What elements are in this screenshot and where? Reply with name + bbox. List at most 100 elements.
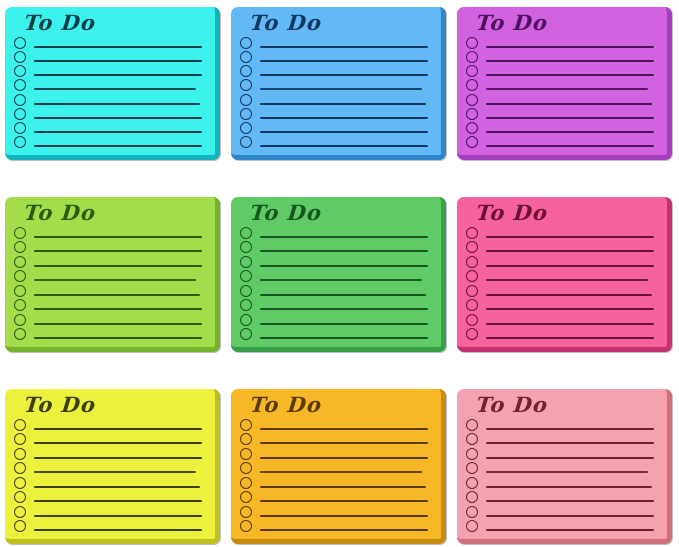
ruled-line [260,322,428,325]
todo-note-orchid: To Do [457,7,672,160]
todo-line-row [466,419,657,431]
ruled-line [260,264,428,267]
todo-line-row [14,79,205,92]
todo-line-row [14,327,205,340]
ruled-line [34,485,200,488]
todo-line-row [14,121,205,134]
checkbox-circle-icon [466,227,478,239]
todo-note-blush-pink: To Do [457,389,672,544]
checkbox-circle-icon [14,491,26,504]
ruled-line [34,60,202,63]
ruled-line [486,130,654,133]
checkbox-circle-icon [466,462,478,475]
ruled-line [34,102,200,105]
todo-note-lime-green: To Do [5,197,220,352]
ruled-line [34,428,202,430]
todo-line-row [14,227,205,239]
checkbox-circle-icon [240,491,252,504]
todo-line-row [466,270,657,283]
todo-line-row [240,37,431,49]
todo-line-row [240,433,431,446]
todo-line-row [240,107,431,120]
ruled-line [34,528,202,531]
checkbox-circle-icon [14,462,26,475]
checkbox-circle-icon [240,51,252,64]
checkbox-circle-icon [240,135,252,148]
checkbox-circle-icon [240,284,252,297]
checkbox-circle-icon [466,270,478,283]
ruled-line [260,528,428,531]
todo-line-row [240,79,431,92]
checkbox-circle-icon [466,433,478,446]
ruled-line [260,250,428,253]
checkbox-circle-icon [240,447,252,460]
checkbox-circle-icon [466,241,478,254]
todo-line-row [14,447,205,460]
todo-line-row [240,270,431,283]
note-title: To Do [23,10,98,35]
ruled-line [260,88,422,91]
checkbox-circle-icon [466,284,478,297]
todo-line-row [14,519,205,532]
ruled-line [260,46,428,48]
ruled-line [260,293,426,296]
checkbox-circle-icon [466,79,478,92]
ruled-line [34,144,202,147]
ruled-line [486,60,654,63]
checkbox-circle-icon [14,107,26,120]
ruled-line [260,456,428,459]
todo-line-row [466,284,657,297]
checkbox-circle-icon [466,135,478,148]
ruled-line [34,471,196,474]
todo-line-row [466,255,657,268]
ruled-line [486,236,654,238]
checkbox-circle-icon [240,79,252,92]
note-title: To Do [475,200,550,225]
todo-line-row [240,505,431,518]
todo-line-row [466,505,657,518]
ruled-line [260,130,428,133]
todo-line-row [240,227,431,239]
checkbox-circle-icon [240,476,252,489]
todo-line-row [14,462,205,475]
checkbox-circle-icon [14,270,26,283]
todo-line-row [466,491,657,504]
checkbox-circle-icon [240,270,252,283]
todo-line-row [240,299,431,312]
ruled-line [486,322,654,325]
note-title: To Do [23,392,98,417]
todo-line-row [466,447,657,460]
todo-line-row [240,51,431,64]
ruled-line [34,336,202,339]
ruled-line [486,456,654,459]
checkbox-circle-icon [240,462,252,475]
checkbox-circle-icon [14,51,26,64]
todo-line-row [466,327,657,340]
checkbox-circle-icon [466,107,478,120]
ruled-line [260,279,422,282]
ruled-line [260,236,428,238]
checkbox-circle-icon [14,327,26,340]
todo-line-row [240,135,431,148]
note-title: To Do [23,200,98,225]
todo-line-row [14,476,205,489]
checkbox-circle-icon [466,505,478,518]
checkbox-circle-icon [240,93,252,106]
todo-line-row [14,270,205,283]
checkbox-circle-icon [14,37,26,49]
checkbox-circle-icon [14,299,26,312]
todo-line-row [240,313,431,326]
todo-line-row [240,241,431,254]
note-lines [14,419,205,534]
ruled-line [260,514,428,517]
todo-note-amber: To Do [231,389,446,544]
checkbox-circle-icon [14,284,26,297]
todo-line-row [14,491,205,504]
note-title: To Do [475,392,550,417]
checkbox-circle-icon [466,491,478,504]
ruled-line [260,74,428,77]
ruled-line [260,144,428,147]
ruled-line [260,336,428,339]
